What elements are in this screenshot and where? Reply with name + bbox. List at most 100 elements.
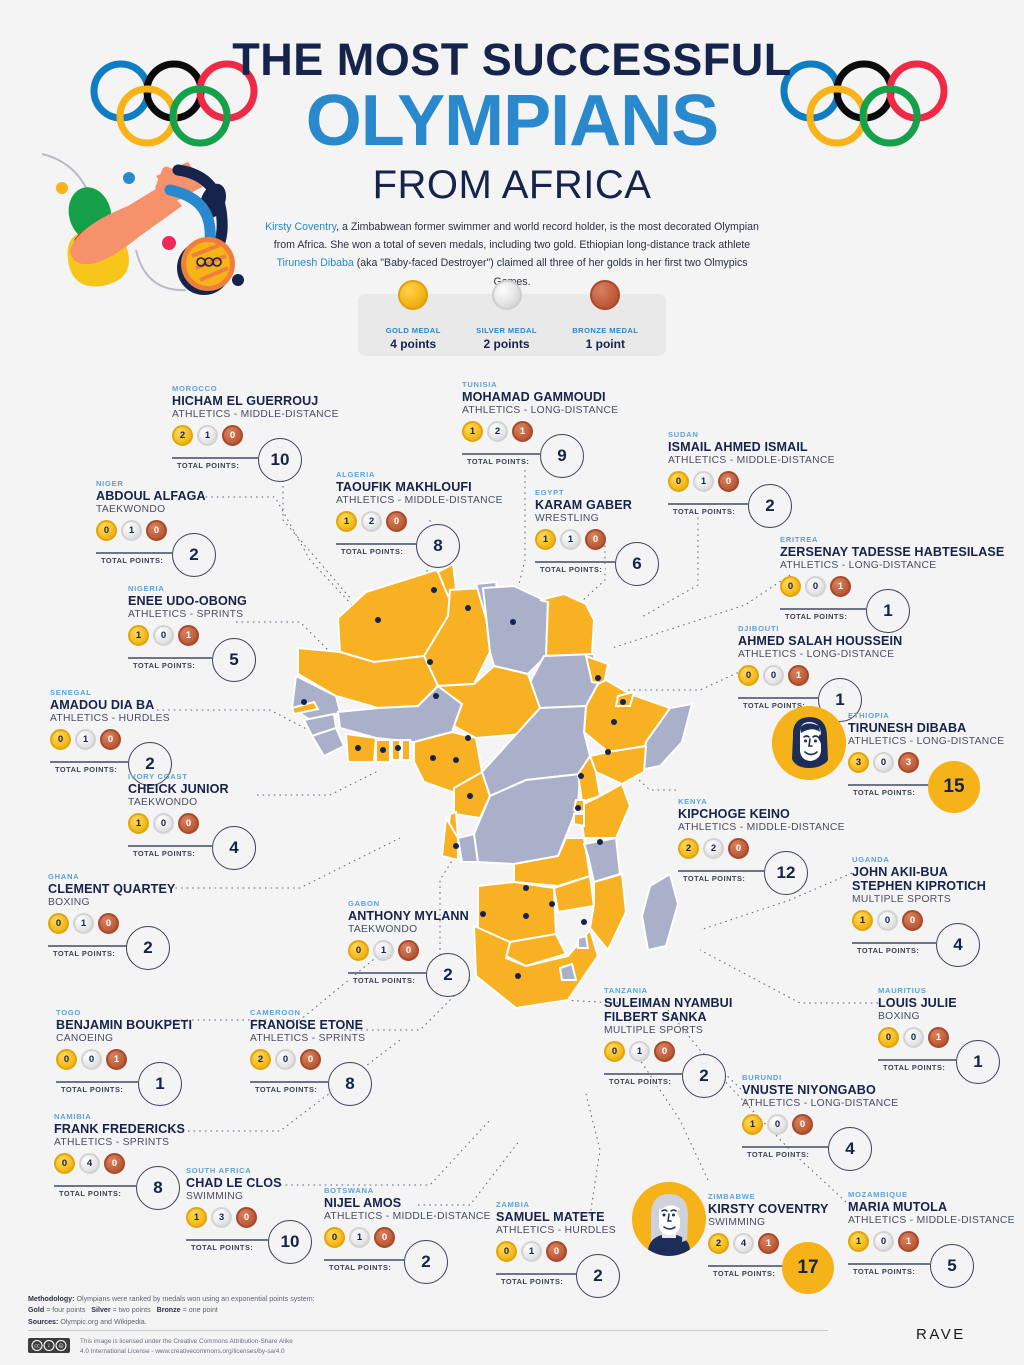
bronze-count: 1 xyxy=(758,1233,779,1255)
athlete-card-botswana: BOTSWANA NIJEL AMOS ATHLETICS - MIDDLE-D… xyxy=(324,1186,499,1285)
card-country: CAMEROON xyxy=(250,1008,301,1017)
map-eswatini xyxy=(577,934,590,949)
card-athlete-name: HICHAM EL GUERROUJ xyxy=(172,394,319,408)
total-points-label: TOTAL POINTS: xyxy=(350,976,419,986)
card-medals: 0 1 0 xyxy=(668,471,848,493)
total-points-label: TOTAL POINTS: xyxy=(56,1189,125,1199)
card-total-row: TOTAL POINTS: 2 xyxy=(496,1254,656,1299)
card-athlete-name: JOHN AKII-BUA xyxy=(852,865,948,879)
license-line-2: 4.0 International License - www.creative… xyxy=(80,1348,285,1356)
license-line-1: This image is licensed under the Creativ… xyxy=(80,1338,293,1345)
bronze-count: 0 xyxy=(792,1114,813,1136)
legend-points-silver: 2 points xyxy=(483,336,530,351)
card-athlete-name: ANTHONY MYLANN xyxy=(348,909,469,923)
card-country: GHANA xyxy=(48,872,80,881)
total-points-label: TOTAL POINTS: xyxy=(850,1267,919,1277)
card-athlete-name: TAOUFIK MAKHLOUFI xyxy=(336,480,472,494)
map-libya xyxy=(481,584,550,676)
gold-count: 0 xyxy=(48,913,69,935)
card-athlete-name: FRANOISE ETONE xyxy=(250,1018,364,1032)
card-athlete-name: ENEE UDO-OBONG xyxy=(128,594,247,608)
card-sport: TAEKWONDO xyxy=(128,797,198,809)
card-total-row: TOTAL POINTS: 9 xyxy=(462,434,642,479)
total-points-label: TOTAL POINTS: xyxy=(98,556,167,566)
card-country: EGYPT xyxy=(535,488,565,497)
silver-count: 1 xyxy=(197,425,218,447)
total-points-label: TOTAL POINTS: xyxy=(326,1263,395,1273)
map-mozambique xyxy=(588,872,628,952)
bronze-medal-icon xyxy=(590,279,621,310)
athlete-card-algeria: ALGERIA TAOUFIK MAKHLOUFI ATHLETICS - MI… xyxy=(336,470,516,569)
card-athlete-name: ABDOUL ALFAGA xyxy=(96,489,206,503)
gold-count: 0 xyxy=(50,729,71,751)
silver-count: 0 xyxy=(873,752,894,774)
svg-text:cc: cc xyxy=(34,1343,40,1349)
athlete-card-burundi: BURUNDI VNUSTE NIYONGABO ATHLETICS - LON… xyxy=(742,1073,912,1172)
card-medals: 2 2 0 xyxy=(678,838,858,860)
legend-item-silver: SILVER MEDAL 2 points xyxy=(476,279,537,351)
footer-points-key: Gold = four points Silver = two points B… xyxy=(28,1305,996,1316)
bronze-count: 0 xyxy=(104,1153,125,1175)
card-sport: ATHLETICS - MIDDLE-DISTANCE xyxy=(678,822,845,834)
rave-logo: RAVE xyxy=(916,1326,966,1343)
total-points-value: 2 xyxy=(748,484,792,529)
map-madagascar xyxy=(640,872,680,952)
map-uganda xyxy=(576,753,602,804)
portrait-kirsty-coventry xyxy=(632,1182,706,1256)
portrait-tirunesh-dibaba xyxy=(772,706,846,780)
card-total-row: TOTAL POINTS: 4 xyxy=(852,923,1024,968)
total-points-label: TOTAL POINTS: xyxy=(174,461,243,471)
athlete-card-togo: TOGO BENJAMIN BOUKPETI CANOEING 0 0 1 TO… xyxy=(56,1008,221,1107)
athlete-card-zambia: ZAMBIA SAMUEL MATETE ATHLETICS - HURDLES… xyxy=(496,1200,656,1299)
card-athlete-name-2: STEPHEN KIPROTICH xyxy=(852,879,986,894)
total-points-label: TOTAL POINTS: xyxy=(680,874,749,884)
svg-text:i: i xyxy=(48,1344,49,1350)
athlete-card-senegal: SENEGAL AMADOU DIA BA ATHLETICS - HURDLE… xyxy=(50,688,210,787)
total-points-value: 2 xyxy=(128,742,172,787)
map-burundi xyxy=(573,813,585,828)
legend-points-gold: 4 points xyxy=(390,336,437,351)
bronze-count: 1 xyxy=(830,576,851,598)
total-points-label: TOTAL POINTS: xyxy=(58,1085,127,1095)
card-total-row: TOTAL POINTS: 2 xyxy=(668,484,848,529)
card-medals: 2 4 1 xyxy=(708,1233,868,1255)
card-country: MOZAMBIQUE xyxy=(848,1190,908,1199)
gold-count: 2 xyxy=(172,425,193,447)
total-points-value: 2 xyxy=(426,953,470,998)
card-total-row: TOTAL POINTS: 2 xyxy=(604,1054,774,1099)
gold-count: 1 xyxy=(535,529,556,551)
title-line-2: OLYMPIANS xyxy=(305,81,719,162)
card-country: IVORY COAST xyxy=(128,772,188,781)
silver-count: 0 xyxy=(81,1049,102,1071)
card-total-row: TOTAL POINTS: 5 xyxy=(848,1244,1024,1289)
total-points-label: TOTAL POINTS: xyxy=(744,1150,813,1160)
total-points-label: TOTAL POINTS: xyxy=(130,661,199,671)
legend-item-bronze: BRONZE MEDAL 1 point xyxy=(572,279,638,351)
card-sport: ATHLETICS - LONG-DISTANCE xyxy=(742,1098,899,1110)
card-sport: ATHLETICS - LONG-DISTANCE xyxy=(848,736,1005,748)
card-sport: TAEKWONDO xyxy=(96,504,166,516)
card-total-row: TOTAL POINTS: 10 xyxy=(172,438,352,483)
athlete-card-ghana: GHANA CLEMENT QUARTEY BOXING 0 1 0 TOTAL… xyxy=(48,872,208,971)
methodology-label: Methodology: xyxy=(28,1295,75,1303)
card-country: ETHIOPIA xyxy=(848,711,890,720)
card-sport: ATHLETICS - MIDDLE-DISTANCE xyxy=(172,409,339,421)
card-sport: SWIMMING xyxy=(186,1191,244,1203)
card-total-row: TOTAL POINTS: 2 xyxy=(348,953,508,998)
total-points-label: TOTAL POINTS: xyxy=(498,1277,567,1287)
bronze-count: 3 xyxy=(898,752,919,774)
olympic-rings-icon-left xyxy=(88,58,260,150)
card-total-row: TOTAL POINTS: 2 xyxy=(324,1240,499,1285)
gold-count: 0 xyxy=(496,1241,517,1263)
card-sport: ATHLETICS - LONG-DISTANCE xyxy=(738,649,895,661)
athlete-card-niger: NIGER ABDOUL ALFAGA TAEKWONDO 0 1 0 TOTA… xyxy=(96,479,256,578)
card-sport: ATHLETICS - HURDLES xyxy=(496,1225,616,1237)
card-medals: 2 0 0 xyxy=(250,1049,415,1071)
athlete-card-zimbabwe: ZIMBABWE KIRSTY COVENTRY SWIMMING 2 4 1 … xyxy=(708,1192,868,1295)
card-medals: 0 1 0 xyxy=(50,729,210,751)
silver-count: 1 xyxy=(629,1041,650,1063)
bronze-count: 0 xyxy=(654,1041,675,1063)
card-athlete-name: ZERSENAY TADESSE HABTESILASE xyxy=(780,545,1005,559)
gold-count: 0 xyxy=(56,1049,77,1071)
